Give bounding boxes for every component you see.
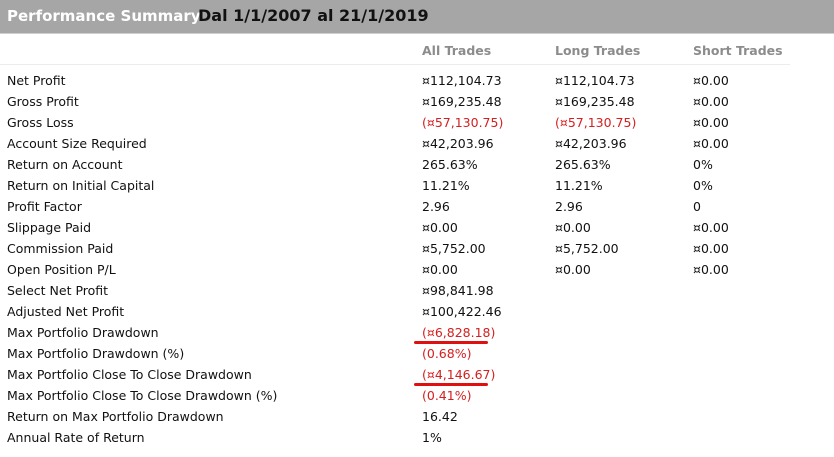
table-row: Annual Rate of Return 1%: [0, 428, 834, 449]
report-header: Performance Summary Dal 1/1/2007 al 21/1…: [0, 0, 834, 34]
cell-long-trades: 2.96: [555, 199, 583, 214]
column-header-long-trades: Long Trades: [555, 43, 641, 58]
cell-all-trades: ¤0.00: [422, 220, 458, 235]
table-row: Max Portfolio Drawdown (¤6,828.18): [0, 323, 834, 344]
table-row: Return on Max Portfolio Drawdown 16.42: [0, 407, 834, 428]
column-header-short-trades: Short Trades: [693, 43, 783, 58]
row-label: Account Size Required: [7, 136, 147, 151]
row-label: Gross Profit: [7, 94, 79, 109]
cell-long-trades: (¤57,130.75): [555, 115, 637, 130]
cell-long-trades: 265.63%: [555, 157, 611, 172]
cell-all-trades: 16.42: [422, 409, 458, 424]
row-label: Max Portfolio Close To Close Drawdown (%…: [7, 388, 278, 403]
header-separator: [0, 64, 790, 65]
row-label: Max Portfolio Close To Close Drawdown: [7, 367, 252, 382]
annotation-underline-max-drawdown: [414, 341, 488, 344]
cell-short-trades: ¤0.00: [693, 262, 729, 277]
cell-all-trades: ¤0.00: [422, 262, 458, 277]
row-label: Select Net Profit: [7, 283, 109, 298]
table-row: Max Portfolio Drawdown (%) (0.68%): [0, 344, 834, 365]
row-label: Return on Max Portfolio Drawdown: [7, 409, 224, 424]
table-row: Commission Paid ¤5,752.00 ¤5,752.00 ¤0.00: [0, 239, 834, 260]
cell-short-trades: ¤0.00: [693, 241, 729, 256]
cell-all-trades: (0.68%): [422, 346, 472, 361]
row-label: Return on Initial Capital: [7, 178, 155, 193]
cell-long-trades: ¤112,104.73: [555, 73, 635, 88]
table-row: Open Position P/L ¤0.00 ¤0.00 ¤0.00: [0, 260, 834, 281]
cell-all-trades: (¤57,130.75): [422, 115, 504, 130]
cell-short-trades: ¤0.00: [693, 115, 729, 130]
row-label: Open Position P/L: [7, 262, 116, 277]
table-row: Gross Loss (¤57,130.75) (¤57,130.75) ¤0.00: [0, 113, 834, 134]
table-row: Max Portfolio Close To Close Drawdown (¤4…: [0, 365, 834, 386]
annotation-underline-close-to-close-drawdown: [414, 383, 488, 386]
date-range: Dal 1/1/2007 al 21/1/2019: [198, 6, 429, 25]
cell-long-trades: ¤5,752.00: [555, 241, 619, 256]
row-label: Return on Account: [7, 157, 123, 172]
cell-all-trades: ¤98,841.98: [422, 283, 494, 298]
cell-long-trades: ¤0.00: [555, 220, 591, 235]
cell-long-trades: ¤169,235.48: [555, 94, 635, 109]
cell-short-trades: ¤0.00: [693, 73, 729, 88]
row-label: Net Profit: [7, 73, 66, 88]
row-label: Commission Paid: [7, 241, 114, 256]
row-label: Gross Loss: [7, 115, 74, 130]
table-row: Net Profit ¤112,104.73 ¤112,104.73 ¤0.00: [0, 71, 834, 92]
cell-all-trades: ¤112,104.73: [422, 73, 502, 88]
cell-all-trades: 11.21%: [422, 178, 470, 193]
column-header-all-trades: All Trades: [422, 43, 492, 58]
cell-all-trades: ¤42,203.96: [422, 136, 494, 151]
cell-short-trades: 0: [693, 199, 701, 214]
cell-short-trades: 0%: [693, 178, 713, 193]
cell-long-trades: ¤0.00: [555, 262, 591, 277]
cell-all-trades: (0.41%): [422, 388, 472, 403]
cell-short-trades: ¤0.00: [693, 94, 729, 109]
row-label: Profit Factor: [7, 199, 82, 214]
cell-short-trades: 0%: [693, 157, 713, 172]
cell-all-trades: 2.96: [422, 199, 450, 214]
table-row: Return on Account 265.63% 265.63% 0%: [0, 155, 834, 176]
table-row: Adjusted Net Profit ¤100,422.46: [0, 302, 834, 323]
row-label: Adjusted Net Profit: [7, 304, 125, 319]
row-label: Slippage Paid: [7, 220, 92, 235]
cell-all-trades: ¤169,235.48: [422, 94, 502, 109]
table-row: Select Net Profit ¤98,841.98: [0, 281, 834, 302]
cell-all-trades: 1%: [422, 430, 442, 445]
cell-all-trades: ¤5,752.00: [422, 241, 486, 256]
cell-long-trades: ¤42,203.96: [555, 136, 627, 151]
table-row: Gross Profit ¤169,235.48 ¤169,235.48 ¤0.00: [0, 92, 834, 113]
cell-all-trades: ¤100,422.46: [422, 304, 502, 319]
cell-all-trades: (¤6,828.18): [422, 325, 496, 340]
cell-short-trades: ¤0.00: [693, 220, 729, 235]
cell-short-trades: ¤0.00: [693, 136, 729, 151]
cell-all-trades: 265.63%: [422, 157, 478, 172]
row-label: Annual Rate of Return: [7, 430, 145, 445]
table-row: Account Size Required ¤42,203.96 ¤42,203.9…: [0, 134, 834, 155]
cell-long-trades: 11.21%: [555, 178, 603, 193]
table-row: Max Portfolio Close To Close Drawdown (%…: [0, 386, 834, 407]
table-row: Slippage Paid ¤0.00 ¤0.00 ¤0.00: [0, 218, 834, 239]
row-label: Max Portfolio Drawdown (%): [7, 346, 185, 361]
table-row: Return on Initial Capital 11.21% 11.21% 0%: [0, 176, 834, 197]
row-label: Max Portfolio Drawdown: [7, 325, 159, 340]
report-title: Performance Summary: [7, 7, 201, 25]
cell-all-trades: (¤4,146.67): [422, 367, 496, 382]
table-row: Profit Factor 2.96 2.96 0: [0, 197, 834, 218]
